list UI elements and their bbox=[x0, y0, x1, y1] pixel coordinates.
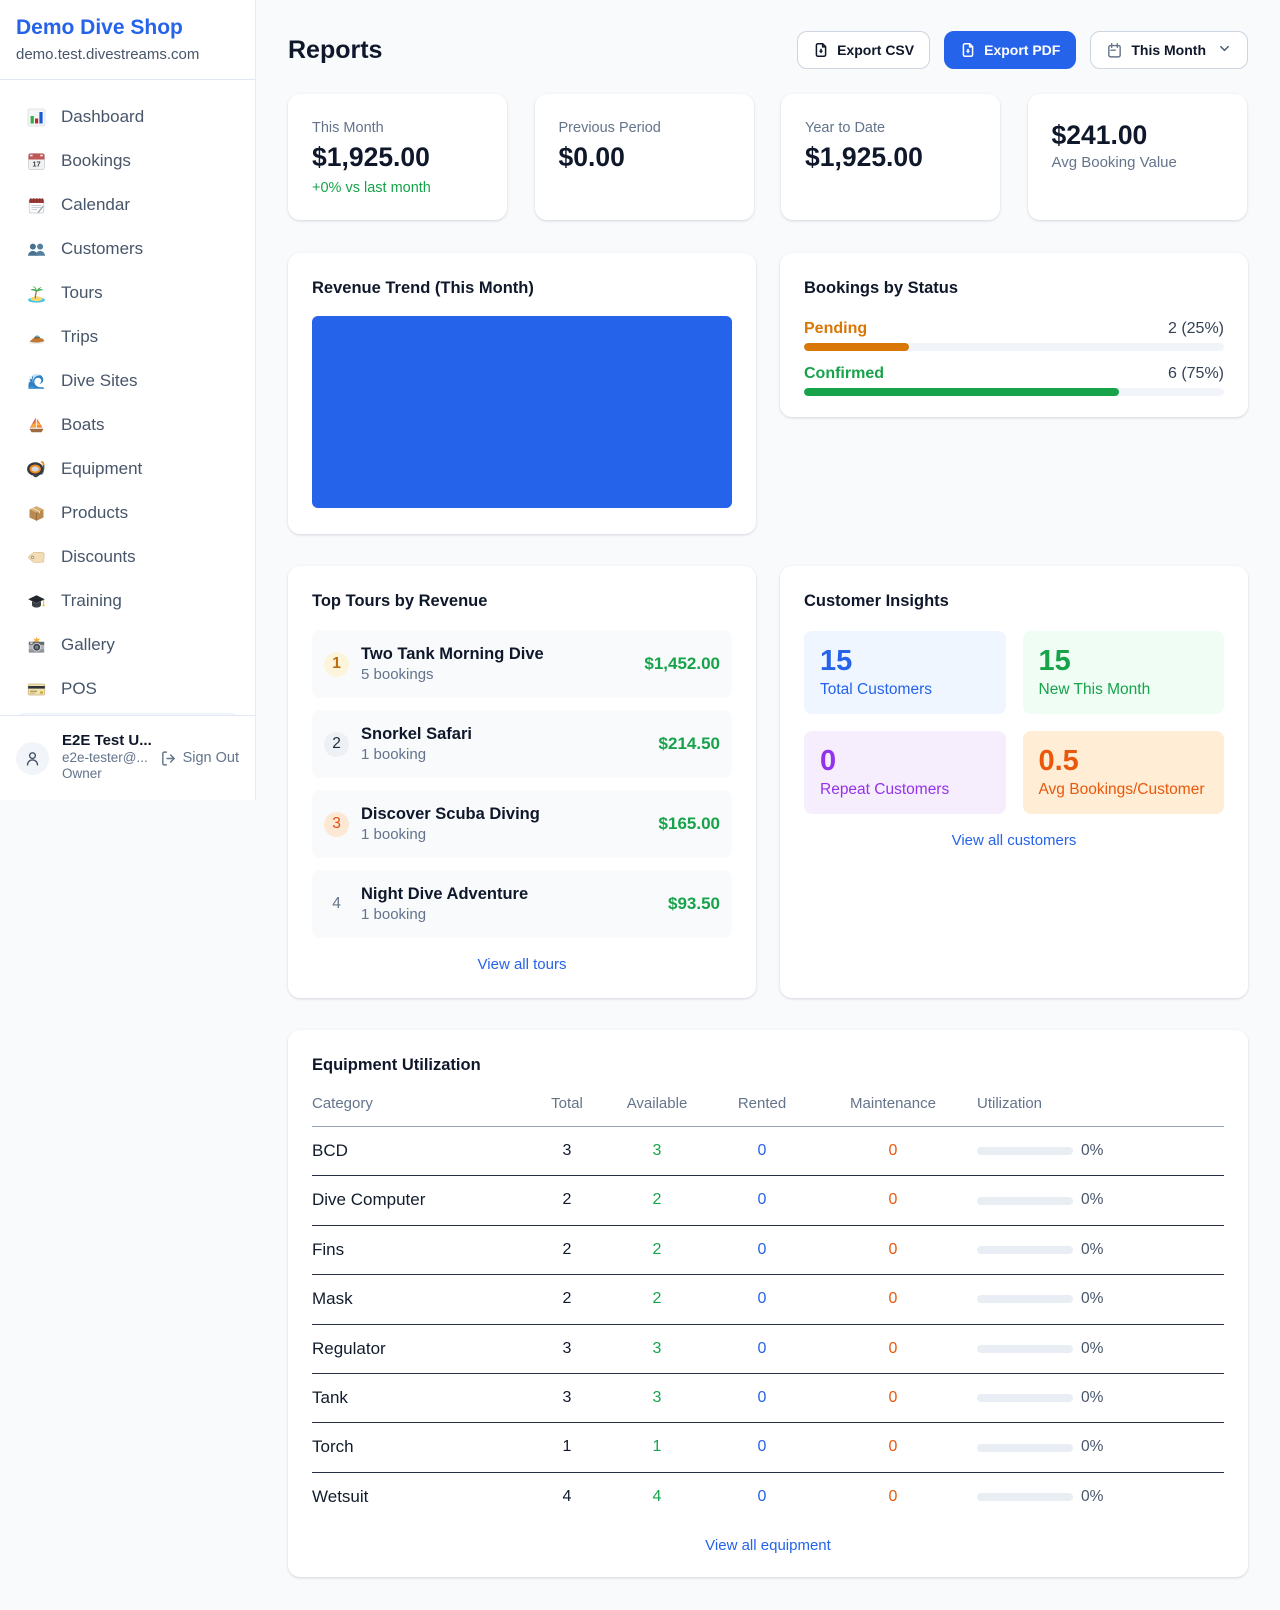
svg-text:17: 17 bbox=[32, 159, 40, 168]
